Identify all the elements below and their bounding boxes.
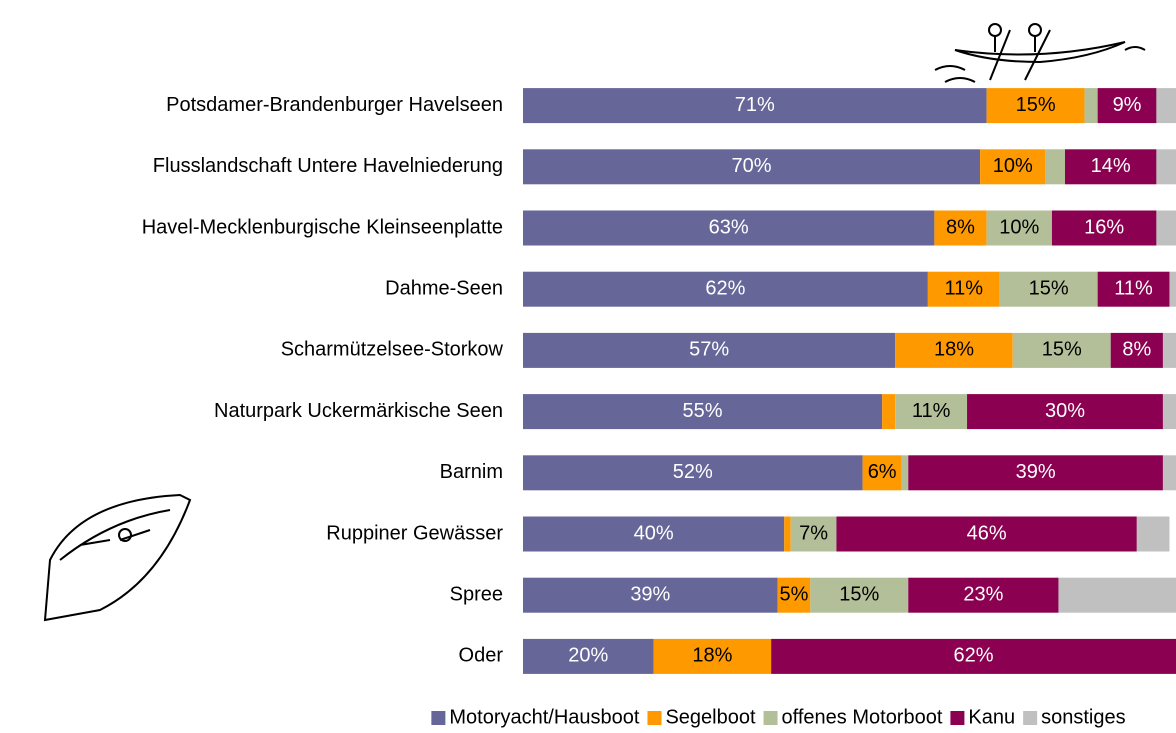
bar-segment [1163, 455, 1176, 490]
data-label: 5% [780, 583, 809, 605]
data-label: 63% [709, 216, 749, 238]
data-label: 23% [963, 583, 1003, 605]
bar-segment [1156, 88, 1176, 123]
data-label: 39% [630, 583, 670, 605]
data-label: 11% [912, 400, 951, 422]
bar-segment [784, 517, 791, 552]
category-label: Barnim [440, 461, 503, 483]
data-label: 18% [934, 339, 974, 361]
legend-label: Kanu [968, 706, 1015, 728]
bar-segment [1058, 578, 1176, 613]
bar-segment [1163, 333, 1176, 368]
data-label: 15% [1016, 94, 1056, 116]
legend-label: Segelboot [665, 706, 756, 728]
category-label: Oder [459, 645, 504, 667]
legend-swatch [764, 711, 778, 725]
data-label: 14% [1091, 155, 1131, 177]
category-label: Spree [450, 583, 503, 605]
data-label: 70% [732, 155, 772, 177]
data-label: 39% [1016, 461, 1056, 483]
data-label: 8% [946, 216, 975, 238]
bar-segment [1156, 149, 1176, 184]
data-label: 16% [1084, 216, 1124, 238]
legend-swatch [1023, 711, 1037, 725]
category-label: Potsdamer-Brandenburger Havelseen [166, 94, 503, 116]
category-label: Havel-Mecklenburgische Kleinseenplatte [142, 216, 503, 238]
data-label: 8% [1122, 339, 1151, 361]
data-label: 57% [689, 339, 729, 361]
bar-segment [1163, 394, 1176, 429]
category-label: Dahme-Seen [385, 277, 503, 299]
legend-label: Motoryacht/Hausboot [449, 706, 640, 728]
data-label: 40% [634, 522, 674, 544]
legend-swatch [431, 711, 445, 725]
data-label: 52% [673, 461, 713, 483]
data-label: 15% [1029, 277, 1069, 299]
data-label: 10% [999, 216, 1039, 238]
legend-swatch [950, 711, 964, 725]
data-label: 7% [799, 522, 828, 544]
data-label: 71% [735, 94, 775, 116]
category-label: Flusslandschaft Untere Havelniederung [153, 155, 503, 177]
canoe-sketch [935, 24, 1145, 82]
data-label: 62% [705, 277, 745, 299]
data-label: 6% [868, 461, 897, 483]
category-label: Naturpark Uckermärkische Seen [214, 400, 503, 422]
bar-segment [902, 455, 909, 490]
bar-segment [882, 394, 895, 429]
bar-segment [1085, 88, 1098, 123]
chart: Potsdamer-Brandenburger Havelseen 71% 15% 9… [0, 0, 1176, 733]
category-label: Scharmützelsee-Storkow [281, 339, 504, 361]
bar-segment [1156, 211, 1176, 246]
data-label: 46% [967, 522, 1007, 544]
data-label: 15% [1042, 339, 1082, 361]
bar-segment [1137, 517, 1170, 552]
data-label: 9% [1113, 94, 1142, 116]
data-label: 20% [568, 645, 608, 667]
data-label: 11% [945, 277, 984, 299]
category-label: Ruppiner Gewässer [326, 522, 503, 544]
data-label: 18% [692, 645, 732, 667]
data-label: 15% [839, 583, 879, 605]
motorboat-sketch [45, 495, 190, 620]
legend-label: offenes Motorboot [782, 706, 943, 728]
data-label: 55% [683, 400, 723, 422]
page: {"chart_data": {"type": "stacked-bar-hor… [0, 0, 1176, 733]
legend-label: sonstiges [1041, 706, 1126, 728]
data-label: 62% [954, 645, 994, 667]
data-label: 30% [1045, 400, 1085, 422]
legend-swatch [647, 711, 661, 725]
bar-segment [1045, 149, 1065, 184]
bar-segment [1169, 272, 1176, 307]
data-label: 11% [1114, 277, 1153, 299]
data-label: 10% [993, 155, 1033, 177]
